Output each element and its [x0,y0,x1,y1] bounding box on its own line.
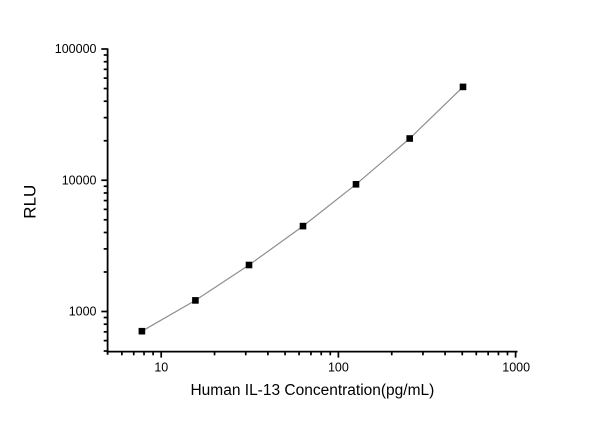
svg-text:RLU: RLU [21,185,40,219]
svg-text:100000: 100000 [55,42,97,56]
svg-text:10: 10 [154,360,168,374]
svg-text:100: 100 [328,360,349,374]
svg-text:Human IL-13 Concentration(pg/m: Human IL-13 Concentration(pg/mL) [190,382,434,399]
svg-text:10000: 10000 [62,173,97,187]
svg-text:1000: 1000 [502,360,530,374]
svg-text:1000: 1000 [69,305,97,319]
